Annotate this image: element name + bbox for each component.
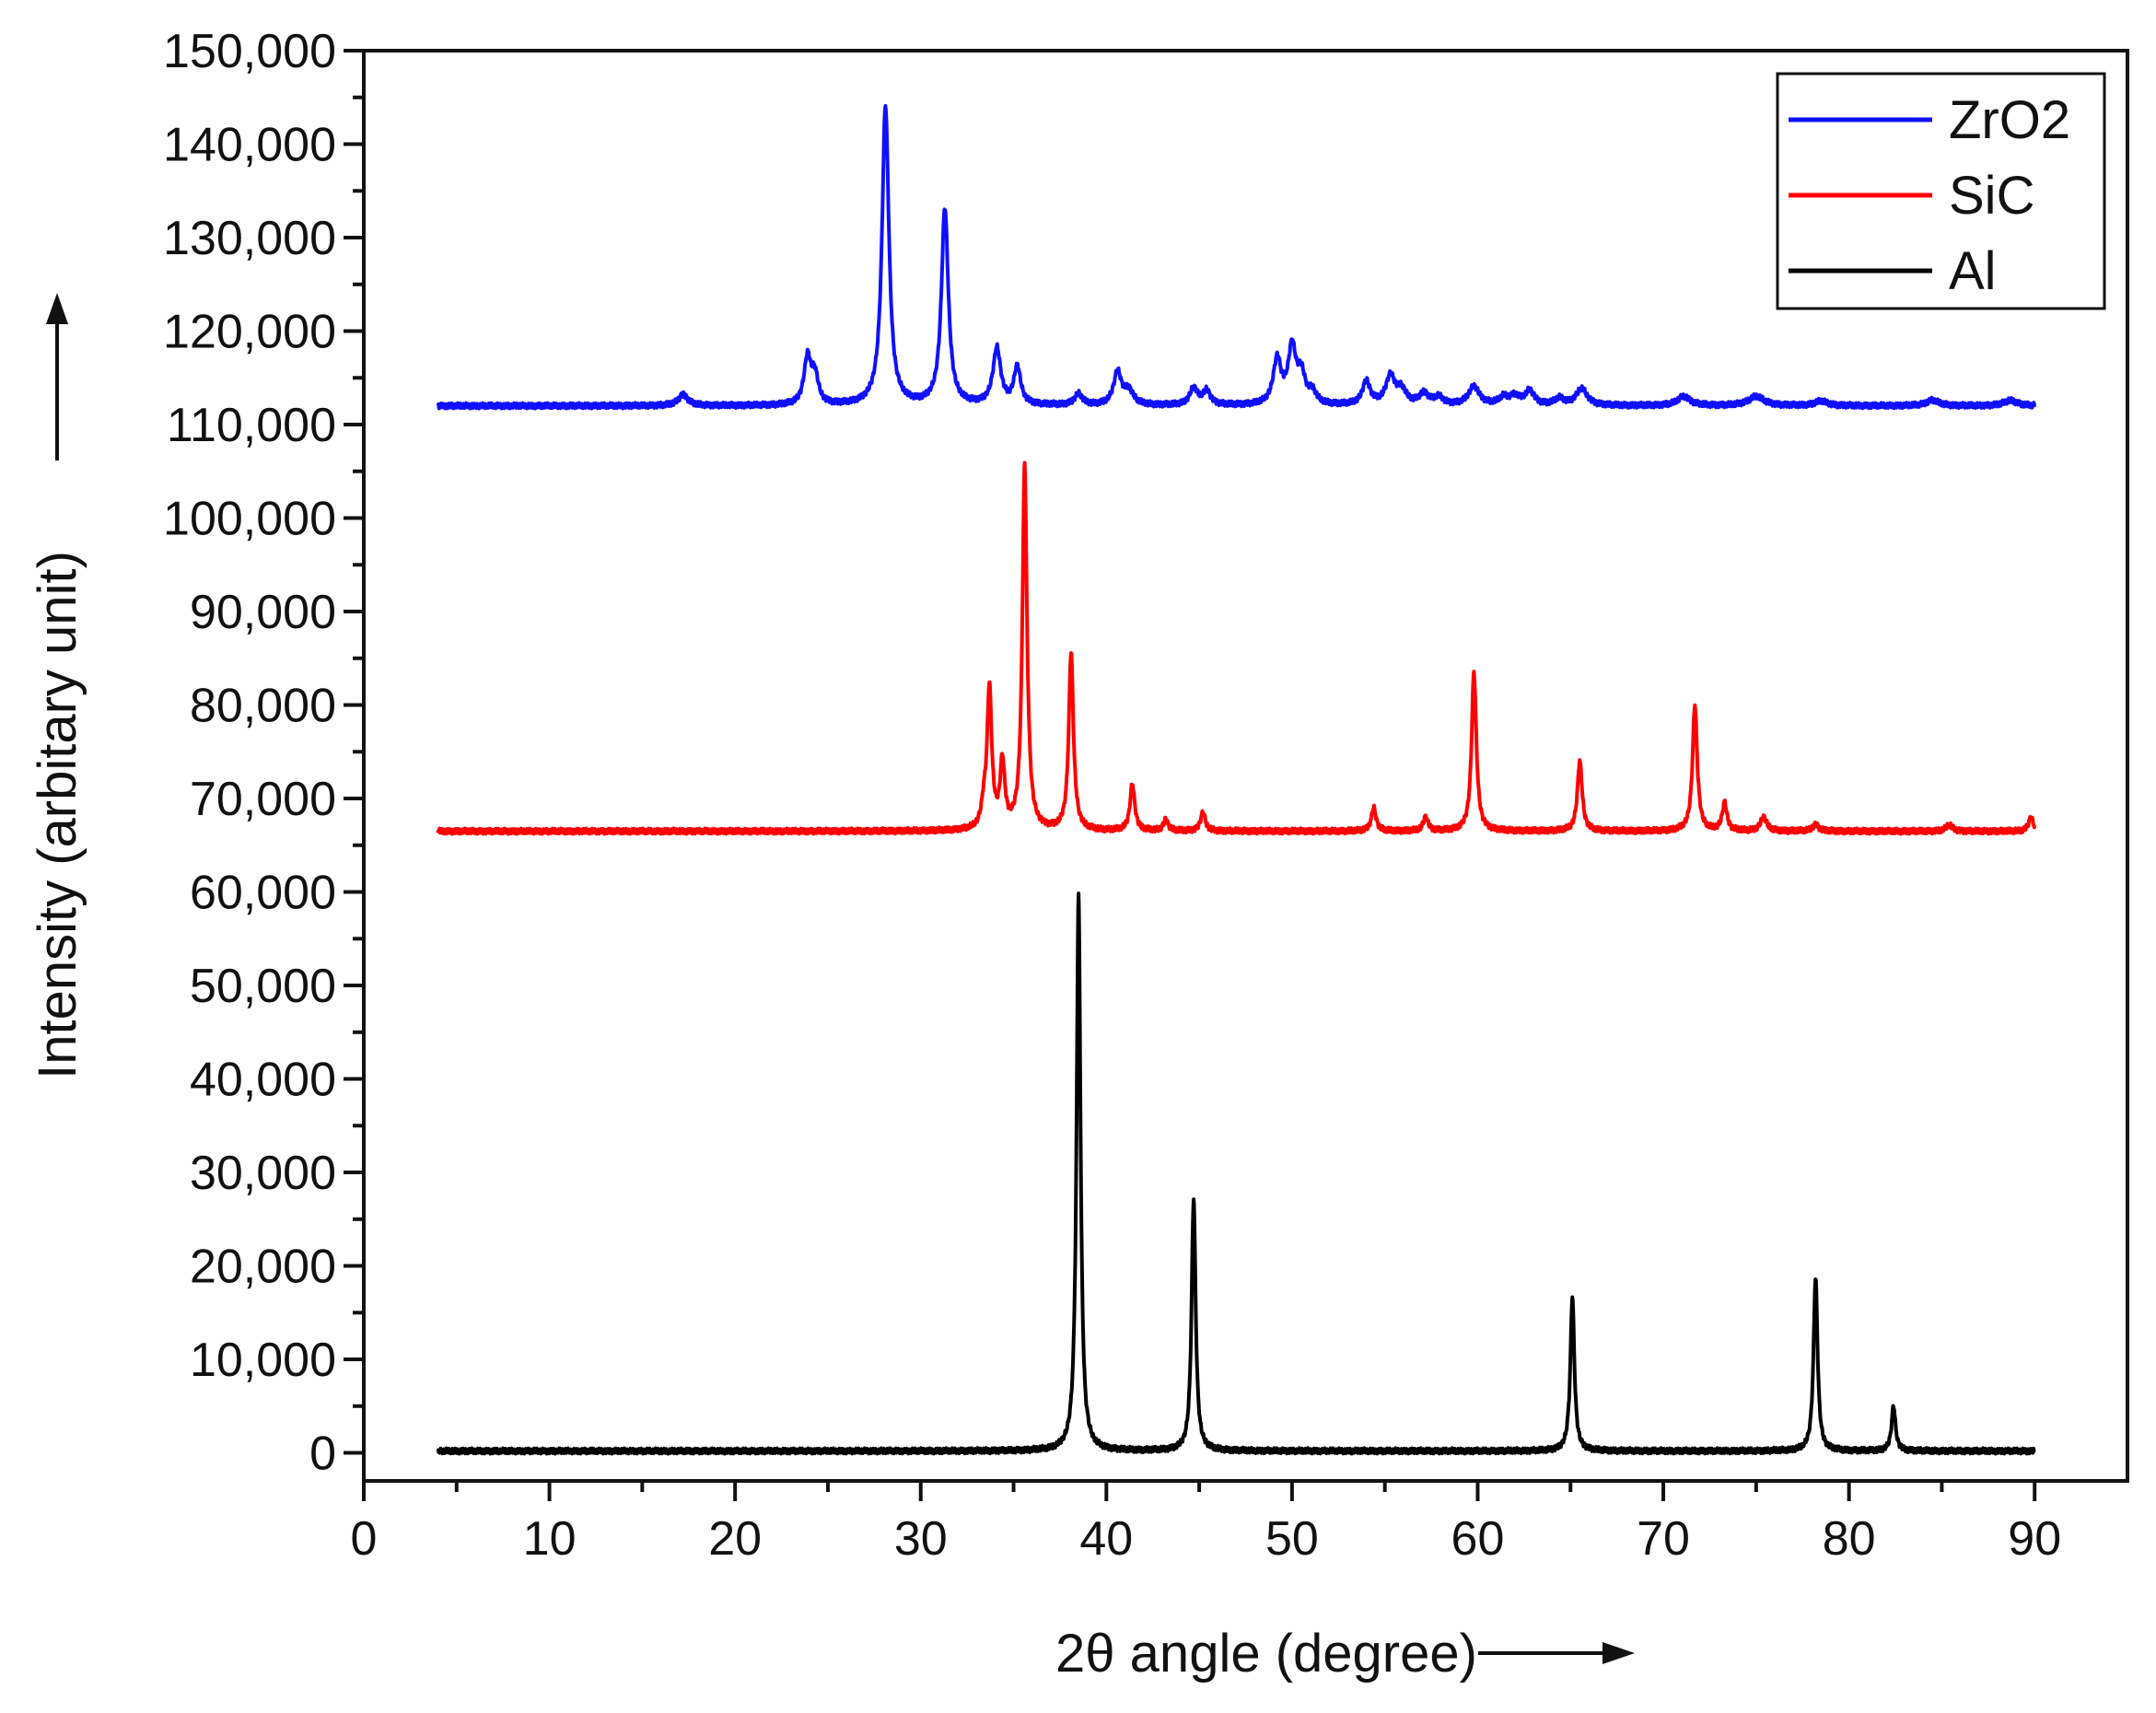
y-tick-label: 20,000 [190, 1241, 336, 1294]
legend-label: ZrO2 [1949, 90, 2070, 150]
y-tick-label: 70,000 [190, 773, 336, 826]
y-tick-label: 40,000 [190, 1054, 336, 1107]
x-tick-label: 70 [1637, 1512, 1690, 1566]
legend: ZrO2 SiC Al [1776, 72, 2106, 310]
y-tick-label: 130,000 [163, 212, 336, 265]
y-tick-label: 50,000 [190, 960, 336, 1013]
x-tick-label: 80 [1823, 1512, 1876, 1566]
x-tick-label: 30 [894, 1512, 948, 1566]
y-tick-label: 10,000 [190, 1334, 336, 1387]
y-tick-label: 60,000 [190, 867, 336, 920]
x-tick-label: 0 [351, 1512, 378, 1566]
legend-label: Al [1949, 241, 1997, 301]
x-tick-label: 20 [708, 1512, 762, 1566]
y-tick-label: 80,000 [190, 680, 336, 733]
y-tick-label: 120,000 [163, 306, 336, 359]
x-axis: 0 10 20 30 40 50 60 70 80 90 [351, 1481, 2061, 1566]
plot-frame [362, 49, 2129, 1483]
x-tick-label: 90 [2008, 1512, 2061, 1566]
series-line-sic [436, 460, 2037, 836]
series-line-zro2 [436, 104, 2037, 411]
series-line-al [436, 891, 2036, 1456]
y-tick-label: 100,000 [163, 493, 336, 546]
y-tick-label: 140,000 [163, 119, 336, 172]
y-tick-label: 0 [309, 1428, 336, 1481]
x-tick-label: 50 [1265, 1512, 1319, 1566]
plot-area [362, 49, 2129, 1483]
x-axis-title: 2θ angle (degree) [1055, 1624, 1477, 1684]
x-tick-label: 60 [1451, 1512, 1505, 1566]
y-tick-label: 150,000 [163, 25, 336, 78]
legend-label: SiC [1949, 166, 2034, 226]
x-axis-arrow [1478, 1642, 1635, 1664]
y-axis: 0 10,000 20,000 30,000 40,000 50,000 60,000 70,… [163, 25, 364, 1481]
x-tick-label: 10 [523, 1512, 577, 1566]
y-tick-label: 110,000 [167, 399, 336, 452]
y-tick-label: 30,000 [190, 1147, 336, 1200]
series-group [436, 104, 2037, 1456]
y-tick-label: 90,000 [190, 586, 336, 639]
y-axis-arrow [46, 293, 68, 460]
x-tick-label: 40 [1079, 1512, 1133, 1566]
y-axis-title: Intensity (arbitary unit) [28, 551, 87, 1079]
